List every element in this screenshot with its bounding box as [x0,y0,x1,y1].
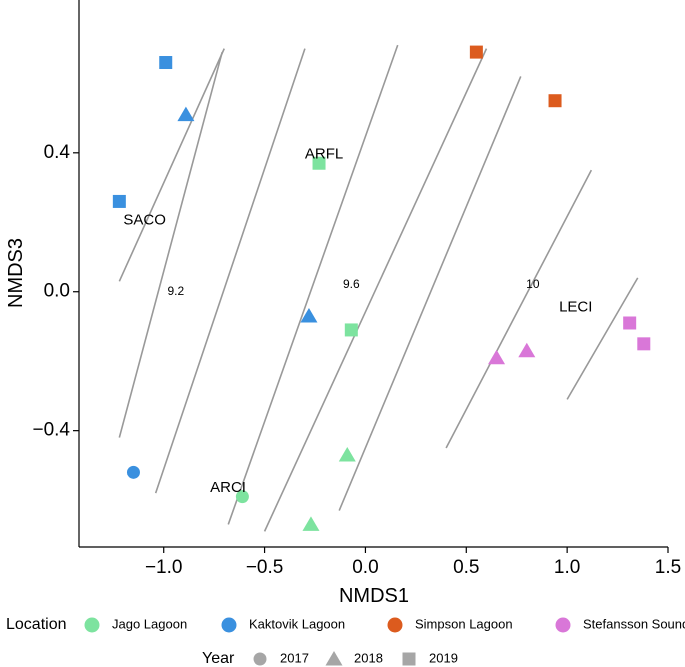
contour-line [118,51,223,438]
legend-year-swatch [402,652,416,666]
data-points [112,45,651,531]
contour-line [338,76,522,511]
site-label: LECI [559,298,592,315]
location-legend-title: Location [6,616,67,633]
legend-year-label: 2019 [429,650,458,665]
contour-labels: 9.2 9.6 10 [167,277,539,298]
x-tick-label: −1.0 [145,557,183,578]
x-tick-label: −0.5 [246,557,284,578]
y-tick-label: 0.0 [44,281,70,302]
contour-label: 10 [526,277,540,291]
data-point [302,516,320,531]
axis-ticks: −1.0 −0.5 0.0 0.5 1.0 1.5 0.4 0.0 −0.4 [32,142,681,578]
y-axis-title: NMDS3 [5,238,27,308]
x-axis-title: NMDS1 [339,585,409,607]
legend-year-label: 2017 [280,650,309,665]
data-point [623,316,637,330]
contour-line [566,277,639,400]
contour-line [118,48,225,282]
contour-label: 9.6 [343,277,360,291]
data-point [338,446,356,462]
site-label: SACO [123,212,166,229]
site-labels: SACO ARFL ARCI LECI [123,146,592,496]
contour-label: 9.2 [167,284,184,298]
legend-year-swatch [253,652,267,666]
legend-year-label: 2018 [354,650,383,665]
legend-location-label: Simpson Lagoon [415,616,513,631]
legend-location-label: Jago Lagoon [112,616,187,631]
y-tick-label: −0.4 [32,420,70,441]
legend-location-label: Kaktovik Lagoon [249,616,345,631]
legend-location-swatch [387,617,403,633]
contour-line [154,48,306,494]
contour-line [263,48,488,532]
site-label: ARFL [305,146,343,163]
site-label: ARCI [210,479,246,496]
contour-line [445,169,593,449]
legend: Location Jago Lagoon Kaktovik Lagoon Simpso… [6,616,685,667]
x-tick-label: 1.0 [554,557,580,578]
legend-location-label: Stefansson Sound [583,616,685,631]
data-point [126,465,140,479]
x-tick-label: 0.5 [453,557,479,578]
year-legend-title: Year [202,650,235,667]
data-point [300,308,318,323]
data-point [637,337,651,351]
contour-line [227,44,399,525]
data-point [177,106,195,122]
axes [78,0,668,548]
data-point [488,349,506,365]
data-point [235,490,249,504]
data-point [159,56,173,70]
data-point [112,194,126,208]
data-point [548,94,562,108]
x-tick-label: 1.5 [655,557,681,578]
data-point [518,342,536,358]
legend-location-swatch [84,617,100,633]
x-tick-label: 0.0 [352,557,378,578]
data-point [344,323,358,337]
data-point [312,156,326,170]
legend-year-swatch [325,651,343,666]
contour-lines [118,44,639,532]
legend-location-swatch [221,617,237,633]
y-tick-label: 0.4 [44,142,71,163]
legend-location-swatch [555,617,571,633]
data-point [469,45,483,59]
